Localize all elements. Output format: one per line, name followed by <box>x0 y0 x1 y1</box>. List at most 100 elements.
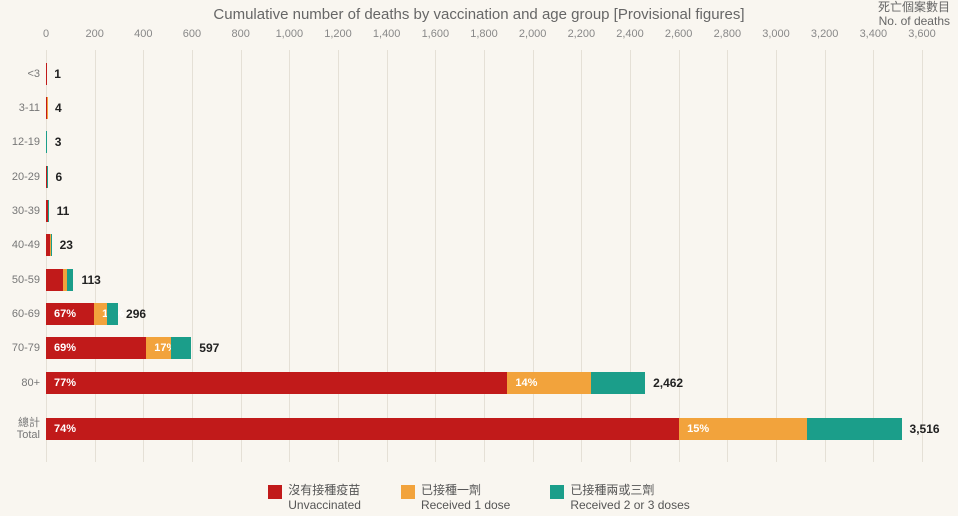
x-tick: 1,600 <box>422 28 450 40</box>
bar-segment-dose1: 15% <box>679 418 807 440</box>
bar-row: 20-296 <box>46 161 922 193</box>
x-tick: 3,600 <box>908 28 936 40</box>
gridline <box>922 50 923 462</box>
x-tick: 1,000 <box>276 28 304 40</box>
x-tick: 0 <box>43 28 49 40</box>
segment-pct-label: 67% <box>50 308 80 320</box>
x-tick: 200 <box>85 28 103 40</box>
legend-item-dose1: 已接種一劑Received 1 dose <box>401 483 510 512</box>
x-tick: 600 <box>183 28 201 40</box>
x-tick: 2,800 <box>714 28 742 40</box>
segment-pct-label: 14% <box>511 377 541 389</box>
bar-group: 6 <box>46 161 922 193</box>
y-label: 12-19 <box>2 136 46 148</box>
y-label: 50-59 <box>2 274 46 286</box>
x-tick: 1,400 <box>373 28 401 40</box>
y-label: 80+ <box>2 377 46 389</box>
segment-pct-label: 74% <box>50 423 80 435</box>
bar-segment-dose23 <box>807 418 901 440</box>
bar-segment-unvax: 67% <box>46 303 94 325</box>
bar-rows: <313-11412-19320-29630-391140-492350-591… <box>46 58 922 462</box>
chart-container: Cumulative number of deaths by vaccinati… <box>0 0 958 516</box>
bar-total-label: 6 <box>47 170 62 184</box>
bar-total-label: 2,462 <box>645 376 683 390</box>
bar-row: 3-114 <box>46 92 922 124</box>
x-tick: 2,200 <box>568 28 596 40</box>
bar-segment-unvax: 69% <box>46 337 146 359</box>
legend-swatch <box>268 485 282 499</box>
x-tick: 800 <box>231 28 249 40</box>
bar-row-total: 總計 Total74%15%3,516 <box>46 414 922 446</box>
y-label: <3 <box>2 68 46 80</box>
axis-label-en: No. of deaths <box>879 14 950 28</box>
x-tick: 1,200 <box>324 28 352 40</box>
legend-swatch <box>401 485 415 499</box>
bar-total-label: 1 <box>46 67 61 81</box>
bar-group: 77% 14% 2,462 <box>46 367 922 399</box>
bar-group: 23 <box>46 230 922 262</box>
bar-group: 4 <box>46 92 922 124</box>
legend-text: 已接種兩或三劑Received 2 or 3 doses <box>570 483 689 512</box>
bar-segment-dose1: 18% <box>94 303 107 325</box>
bar-total-label: 3 <box>47 135 62 149</box>
bar-group: 11 <box>46 195 922 227</box>
y-label: 3-11 <box>2 102 46 114</box>
legend: 沒有接種疫苗Unvaccinated 已接種一劑Received 1 dose 已接… <box>0 483 958 512</box>
bar-group: 67% 18% 296 <box>46 298 922 330</box>
segment-pct-label: 15% <box>683 423 713 435</box>
segment-pct-label: 77% <box>50 377 80 389</box>
axis-label: 死亡個案數目 No. of deaths <box>878 0 950 29</box>
bar-segment-dose23 <box>171 337 191 359</box>
y-label: 總計 Total <box>2 417 46 441</box>
legend-swatch <box>550 485 564 499</box>
bar-row: 40-4923 <box>46 230 922 262</box>
y-label: 70-79 <box>2 342 46 354</box>
bar-row: <31 <box>46 58 922 90</box>
bar-row: 30-3911 <box>46 195 922 227</box>
x-tick: 3,200 <box>811 28 839 40</box>
bar-row: 60-6967%18%296 <box>46 298 922 330</box>
x-tick: 1,800 <box>470 28 498 40</box>
bar-row: 12-193 <box>46 127 922 159</box>
chart-title: Cumulative number of deaths by vaccinati… <box>0 6 958 23</box>
bar-total-label: 3,516 <box>902 422 940 436</box>
legend-item-unvax: 沒有接種疫苗Unvaccinated <box>268 483 361 512</box>
axis-label-zh: 死亡個案數目 <box>878 0 950 14</box>
segment-pct-label: 69% <box>50 342 80 354</box>
bar-group: 1 <box>46 58 922 90</box>
bar-total-label: 11 <box>49 204 70 218</box>
bar-total-label: 23 <box>52 238 73 252</box>
x-tick: 3,400 <box>860 28 888 40</box>
legend-text: 沒有接種疫苗Unvaccinated <box>288 483 361 512</box>
bar-group: 69% 17% 597 <box>46 333 922 365</box>
x-tick: 2,600 <box>665 28 693 40</box>
bar-total-label: 597 <box>191 341 219 355</box>
y-label: 60-69 <box>2 308 46 320</box>
y-label: 30-39 <box>2 205 46 217</box>
bar-total-label: 4 <box>47 101 62 115</box>
bar-segment-unvax: 74% <box>46 418 679 440</box>
bar-group: 3 <box>46 127 922 159</box>
x-tick: 400 <box>134 28 152 40</box>
bar-row: 70-7969%17%597 <box>46 333 922 365</box>
bar-group: 74%15%3,516 <box>46 414 922 446</box>
bar-segment-dose23 <box>591 372 645 394</box>
bar-segment-dose1: 14% <box>507 372 591 394</box>
bar-total-label: 113 <box>73 273 100 287</box>
legend-item-dose23: 已接種兩或三劑Received 2 or 3 doses <box>550 483 689 512</box>
bar-row: 80+77%14%2,462 <box>46 367 922 399</box>
bar-row: 50-59113 <box>46 264 922 296</box>
legend-text: 已接種一劑Received 1 dose <box>421 483 510 512</box>
bar-total-label: 296 <box>118 307 146 321</box>
bar-group: 113 <box>46 264 922 296</box>
bar-segment-unvax <box>46 269 63 291</box>
plot-area: 02004006008001,0001,2001,4001,6001,8002,… <box>46 50 922 462</box>
bar-segment-dose1: 17% <box>146 337 171 359</box>
y-label: 20-29 <box>2 171 46 183</box>
x-tick: 3,000 <box>762 28 790 40</box>
bar-segment-unvax: 77% <box>46 372 507 394</box>
y-label: 40-49 <box>2 239 46 251</box>
x-tick: 2,400 <box>616 28 644 40</box>
bar-segment-dose23 <box>107 303 118 325</box>
x-axis: 0 200 400 600 800 1,000 1,200 1,400 1,600 1,800 2,… <box>46 28 922 48</box>
